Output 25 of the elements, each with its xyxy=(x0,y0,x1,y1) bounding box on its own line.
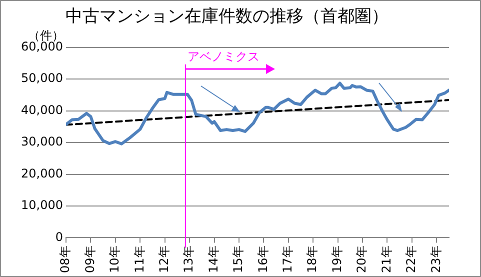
chart-title: 中古マンション在庫件数の推移（首都圏） xyxy=(66,6,388,27)
x-tick-label: 11年 xyxy=(132,246,146,274)
x-tick-label: 23年 xyxy=(428,246,443,274)
y-tick-label: 50,000 xyxy=(21,71,63,86)
x-tick-label: 15年 xyxy=(231,246,246,274)
y-tick-label: 40,000 xyxy=(21,102,63,117)
x-tick-label: 20年 xyxy=(354,246,369,274)
x-tick-label: 10年 xyxy=(108,246,122,274)
x-tick-label: 16年 xyxy=(256,246,270,274)
x-tick-label: 19年 xyxy=(330,246,344,274)
y-tick-label: 20,000 xyxy=(21,166,63,180)
x-tick-label: 12年 xyxy=(156,246,171,274)
y-tick-label: 30,000 xyxy=(21,134,63,149)
x-tick-label: 08年 xyxy=(58,246,72,274)
x-tick-label: 14年 xyxy=(206,246,220,274)
y-axis-title: （件） xyxy=(28,28,64,43)
y-tick-label: 0 xyxy=(55,230,63,244)
x-tick-label: 21年 xyxy=(379,246,394,274)
ref-line-label: アベノミクス xyxy=(187,50,260,64)
x-tick-label: 09年 xyxy=(82,246,97,274)
x-tick-label: 18年 xyxy=(305,246,320,274)
x-tick-label: 13年 xyxy=(182,246,196,274)
y-tick-label: 10,000 xyxy=(21,198,63,212)
x-tick-label: 17年 xyxy=(280,246,295,274)
x-tick-label: 22年 xyxy=(404,246,418,274)
